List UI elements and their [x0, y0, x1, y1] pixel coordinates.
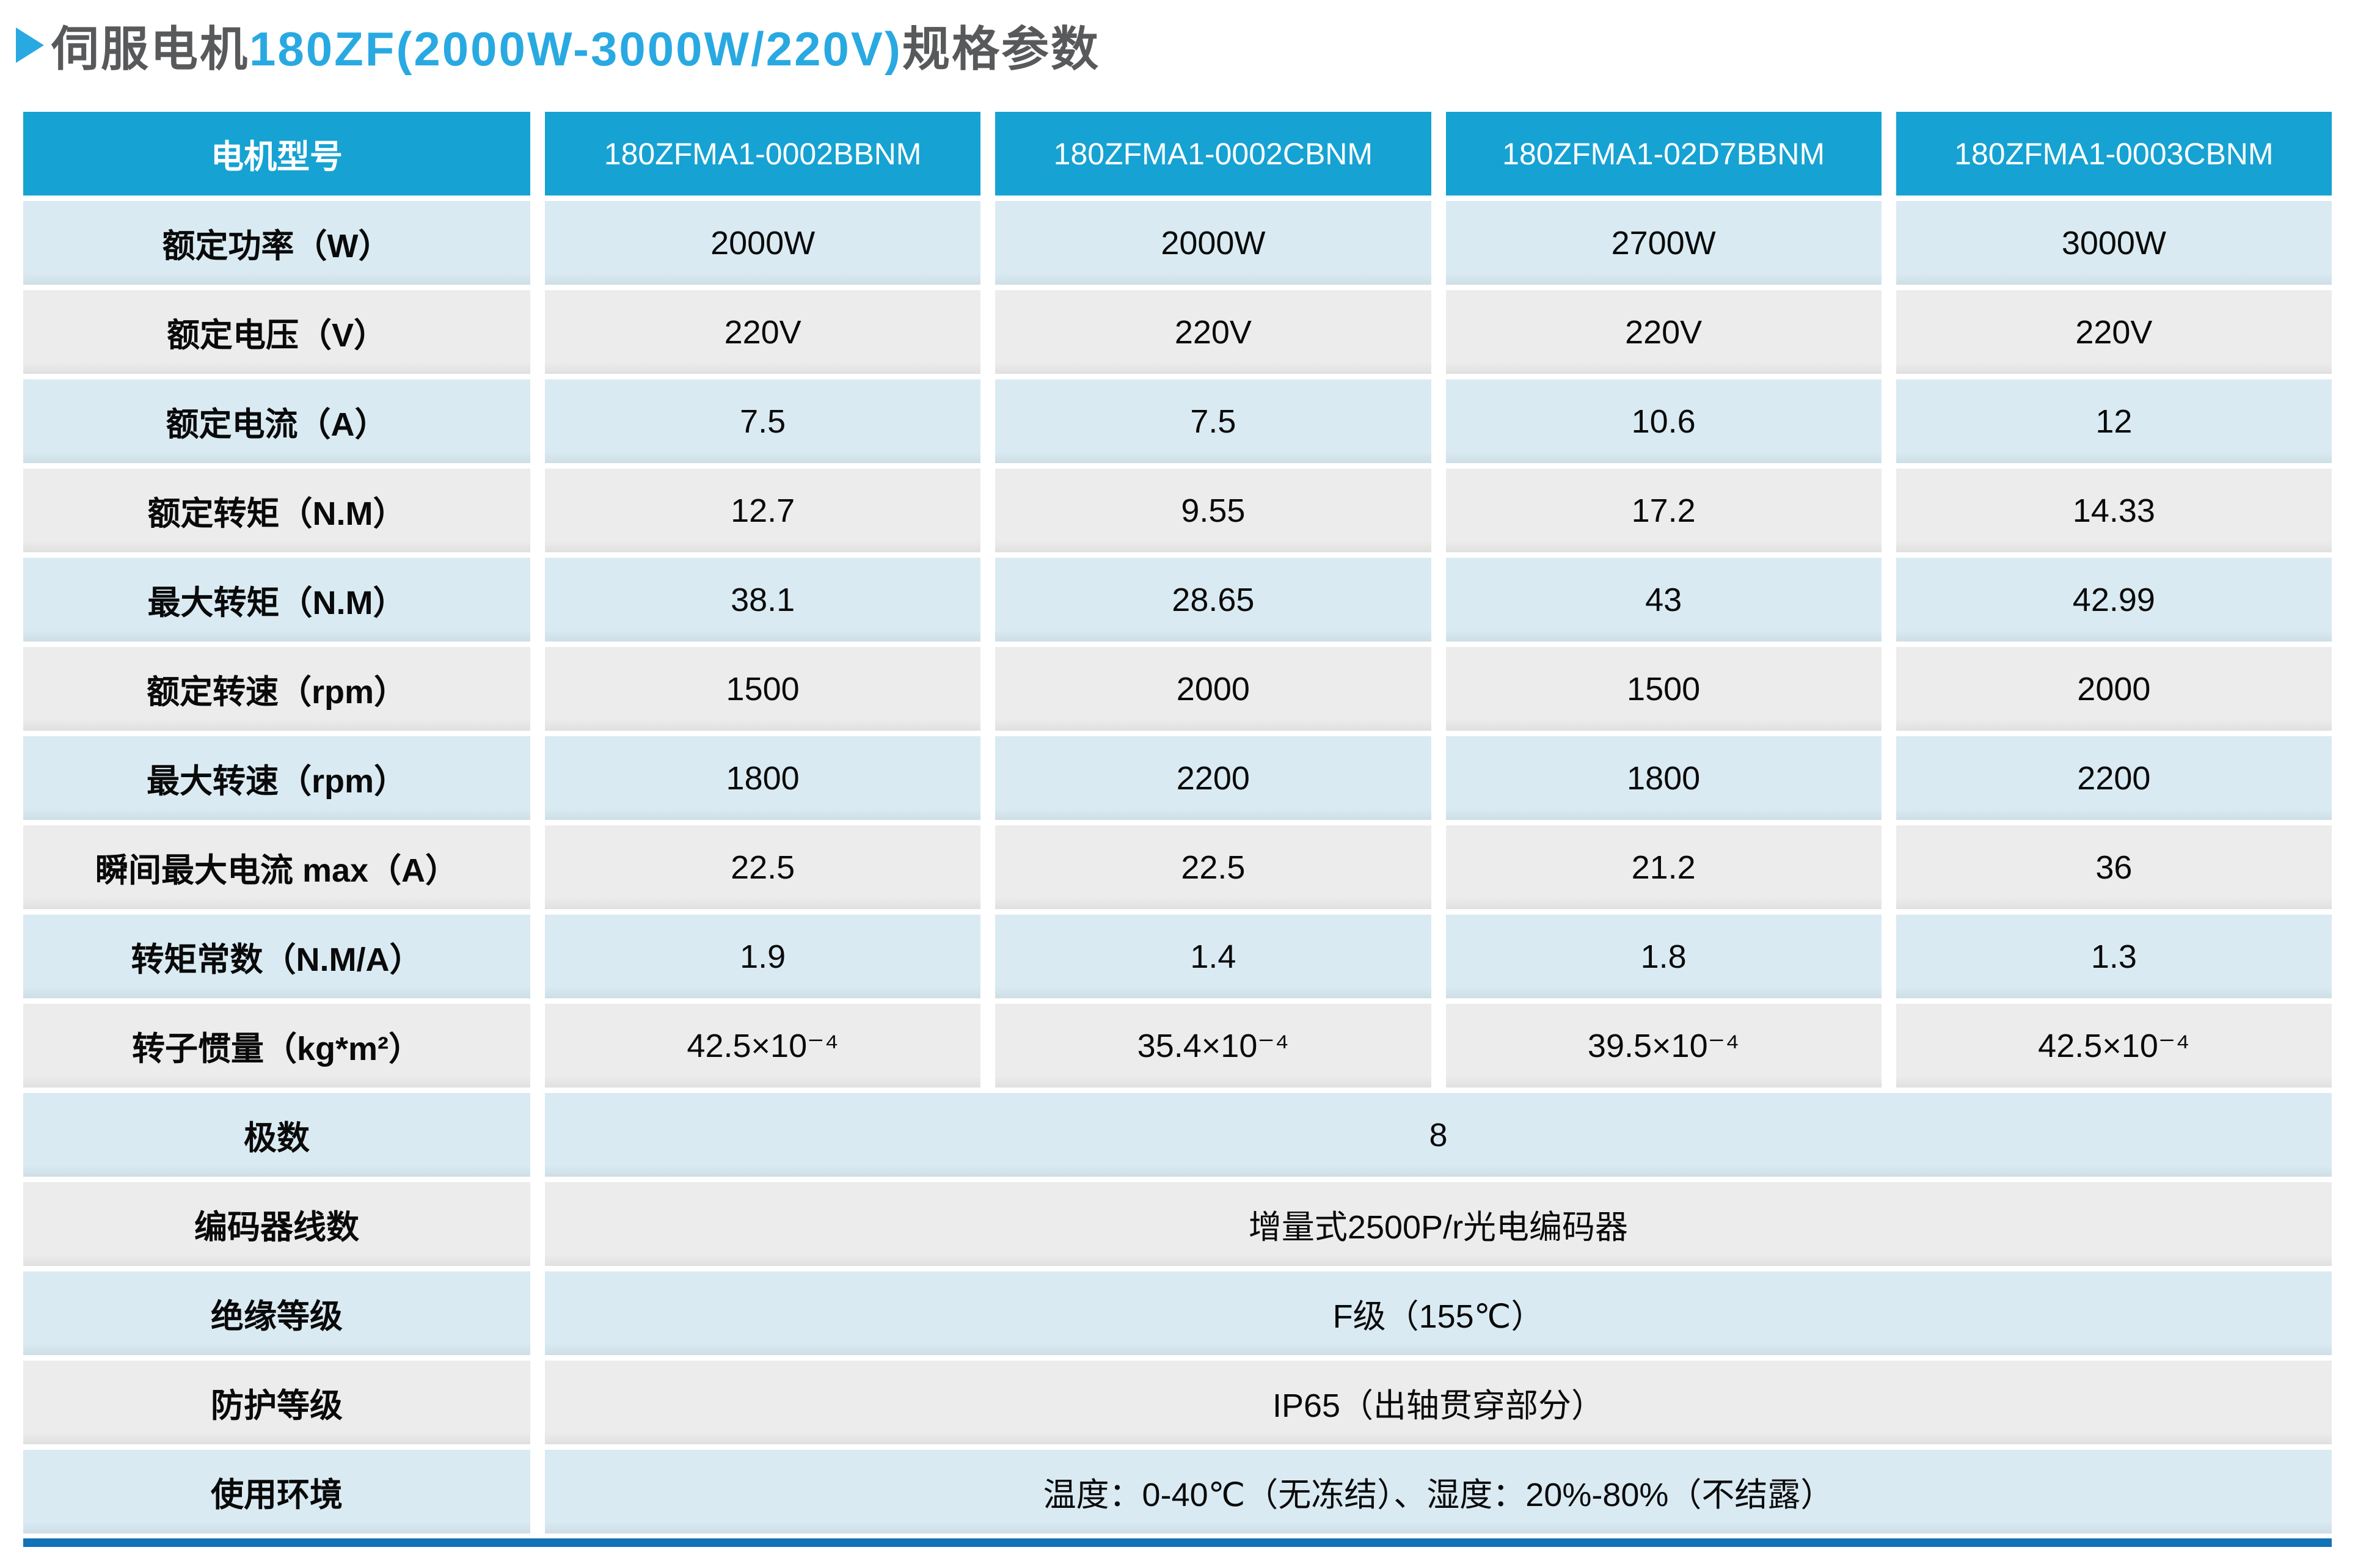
value-cell: 3000W [1896, 201, 2332, 285]
value-cell: 43 [1445, 558, 1882, 642]
value-cell: 39.5×10⁻⁴ [1445, 1004, 1882, 1088]
value-cell: 17.2 [1445, 469, 1882, 552]
page-title: 伺服电机180ZF(2000W-3000W/220V)规格参数 [16, 9, 1100, 82]
row-label: 转矩常数（N.M/A） [23, 915, 530, 998]
value-cell: 10.6 [1445, 379, 1882, 463]
value-cell: 12.7 [545, 469, 981, 552]
value-cell: 12 [1896, 379, 2332, 463]
value-cell: 14.33 [1896, 469, 2332, 552]
value-cell: 9.55 [995, 469, 1431, 552]
row-label: 额定转速（rpm） [23, 647, 530, 731]
bottom-accent-bar [23, 1538, 2332, 1547]
title-model-range: 180ZF(2000W-3000W/220V) [249, 22, 902, 76]
value-cell: 7.5 [995, 379, 1431, 463]
header-model-cell: 180ZFMA1-0002BBNM [545, 112, 981, 196]
value-cell: 2200 [995, 736, 1431, 820]
value-cell: 1.8 [1445, 915, 1882, 998]
row-label: 额定转矩（N.M） [23, 469, 530, 552]
value-cell: 1800 [1445, 736, 1882, 820]
value-cell: 220V [545, 290, 981, 374]
row-label: 额定功率（W） [23, 201, 530, 285]
merged-value-cell: IP65（出轴贯穿部分） [545, 1361, 2332, 1444]
value-cell: 1500 [1445, 647, 1882, 731]
row-label: 最大转矩（N.M） [23, 558, 530, 642]
row-label: 极数 [23, 1093, 530, 1177]
header-model-cell: 180ZFMA1-0002CBNM [995, 112, 1431, 196]
value-cell: 2200 [1896, 736, 2332, 820]
row-label: 最大转速（rpm） [23, 736, 530, 820]
value-cell: 1500 [545, 647, 981, 731]
value-cell: 2000W [995, 201, 1431, 285]
value-cell: 2000 [995, 647, 1431, 731]
value-cell: 42.99 [1896, 558, 2332, 642]
row-label: 绝缘等级 [23, 1271, 530, 1355]
row-label: 转子惯量（kg*m²） [23, 1004, 530, 1088]
merged-value-cell: 8 [545, 1093, 2332, 1177]
value-cell: 1.3 [1896, 915, 2332, 998]
value-cell: 220V [1445, 290, 1882, 374]
value-cell: 2000W [545, 201, 981, 285]
value-cell: 38.1 [545, 558, 981, 642]
header-model-cell: 180ZFMA1-0003CBNM [1896, 112, 2332, 196]
value-cell: 220V [1896, 290, 2332, 374]
row-label: 防护等级 [23, 1361, 530, 1444]
value-cell: 2000 [1896, 647, 2332, 731]
row-label: 瞬间最大电流 max（A） [23, 825, 530, 909]
value-cell: 42.5×10⁻⁴ [545, 1004, 981, 1088]
merged-value-cell: 温度：0-40℃（无冻结）、湿度：20%-80%（不结露） [545, 1450, 2332, 1534]
header-cell-motor-model: 电机型号 [23, 112, 530, 196]
value-cell: 2700W [1445, 201, 1882, 285]
value-cell: 36 [1896, 825, 2332, 909]
value-cell: 1.9 [545, 915, 981, 998]
merged-value-cell: F级（155℃） [545, 1271, 2332, 1355]
row-label: 额定电流（A） [23, 379, 530, 463]
header-model-cell: 180ZFMA1-02D7BBNM [1445, 112, 1882, 196]
value-cell: 28.65 [995, 558, 1431, 642]
value-cell: 22.5 [545, 825, 981, 909]
value-cell: 1.4 [995, 915, 1431, 998]
row-label: 额定电压（V） [23, 290, 530, 374]
value-cell: 22.5 [995, 825, 1431, 909]
value-cell: 1800 [545, 736, 981, 820]
row-label: 编码器线数 [23, 1182, 530, 1266]
value-cell: 35.4×10⁻⁴ [995, 1004, 1431, 1088]
value-cell: 220V [995, 290, 1431, 374]
title-arrow-icon [16, 27, 44, 63]
title-suffix: 规格参数 [902, 22, 1100, 76]
row-label: 使用环境 [23, 1450, 530, 1534]
title-prefix: 伺服电机 [51, 22, 250, 76]
value-cell: 7.5 [545, 379, 981, 463]
spec-table: 电机型号 180ZFMA1-0002BBNM 180ZFMA1-0002CBNM… [23, 112, 2332, 1534]
value-cell: 21.2 [1445, 825, 1882, 909]
merged-value-cell: 增量式2500P/r光电编码器 [545, 1182, 2332, 1266]
title-text: 伺服电机180ZF(2000W-3000W/220V)规格参数 [51, 11, 1100, 79]
value-cell: 42.5×10⁻⁴ [1896, 1004, 2332, 1088]
